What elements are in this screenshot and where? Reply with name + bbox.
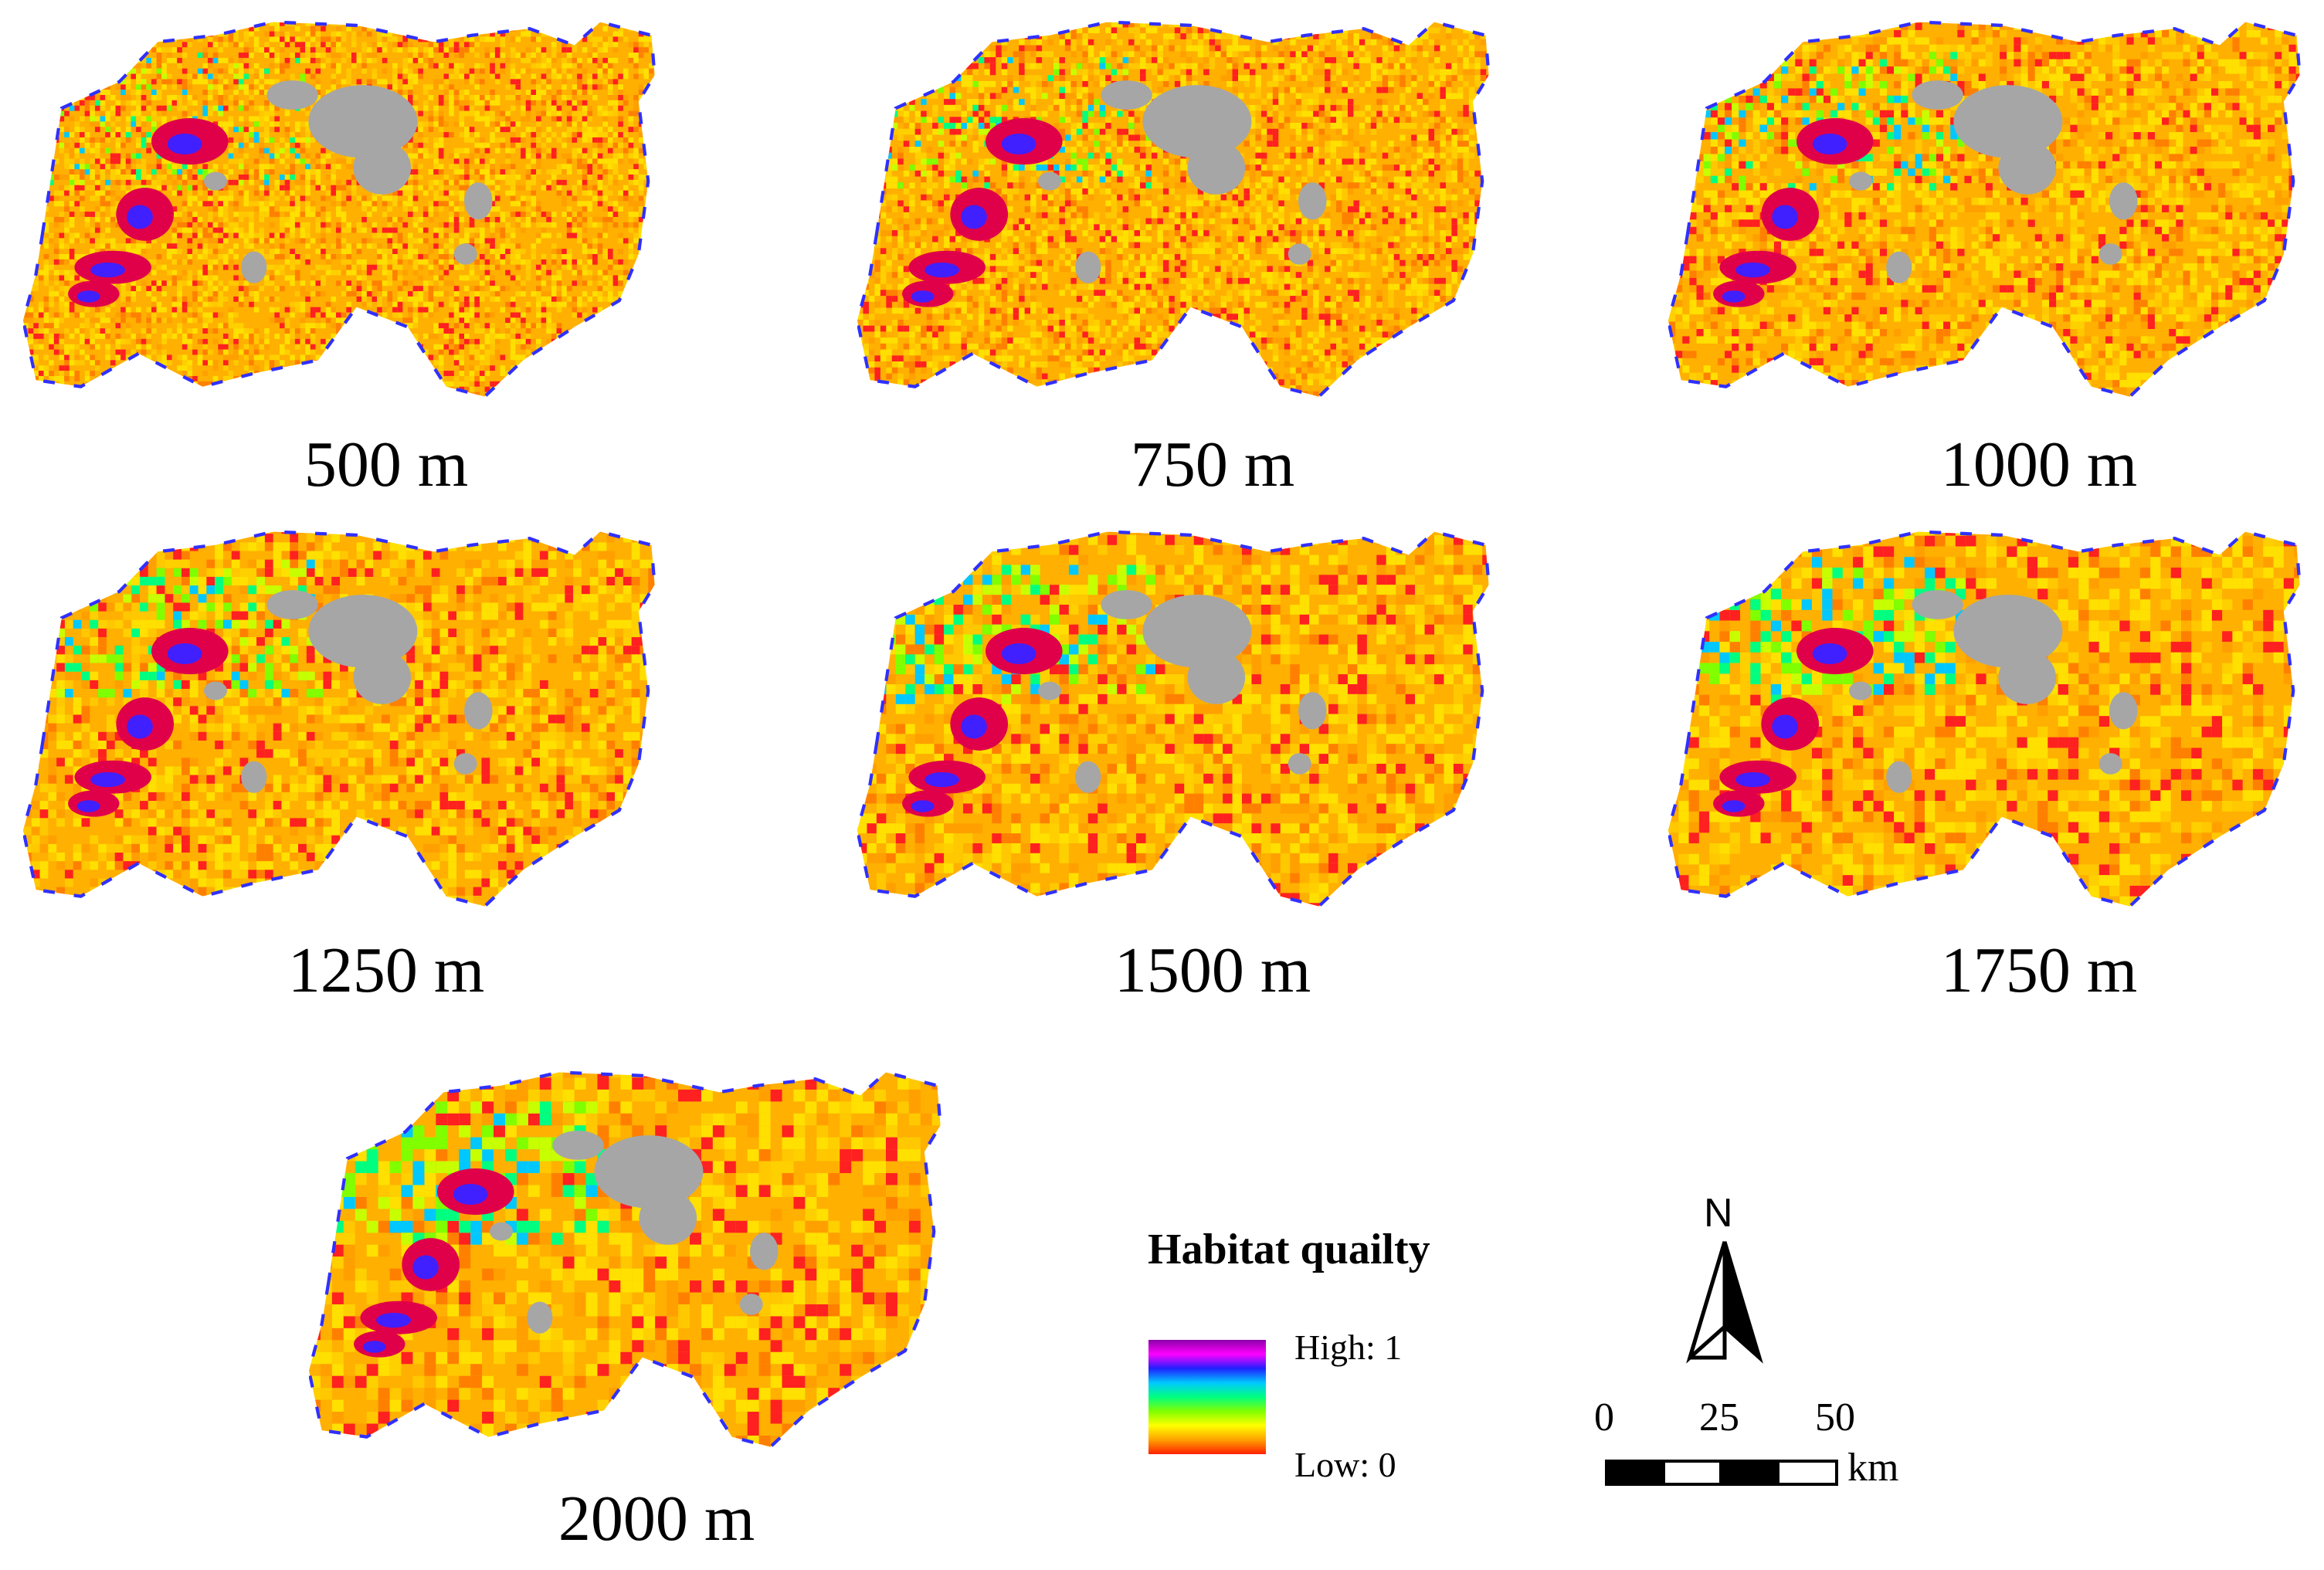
scale-tick-25: 25 [1699, 1395, 1739, 1439]
habitat-map-1000m [1668, 15, 2309, 413]
habitat-map-750m [857, 15, 1498, 413]
habitat-map-1250m [23, 525, 664, 923]
map-caption-2000m: 2000 m [558, 1483, 755, 1555]
scale-bar [1605, 1460, 1838, 1486]
map-caption-750m: 750 m [1130, 429, 1295, 500]
habitat-map-500m [23, 15, 664, 413]
map-caption-500m: 500 m [304, 429, 469, 500]
scale-unit: km [1847, 1446, 1899, 1490]
north-arrow-label: N [1704, 1191, 1733, 1236]
legend-title: Habitat quailty [1148, 1226, 1430, 1273]
map-caption-1750m: 1750 m [1940, 934, 2138, 1006]
habitat-map-2000m [309, 1066, 950, 1463]
map-caption-1250m: 1250 m [287, 934, 485, 1006]
north-arrow-icon [1682, 1195, 1767, 1365]
habitat-map-1500m [857, 525, 1498, 923]
map-caption-1000m: 1000 m [1940, 429, 2138, 500]
legend-high-label: High: 1 [1294, 1328, 1403, 1367]
scale-tick-50: 50 [1815, 1395, 1855, 1439]
scale-tick-0: 0 [1594, 1395, 1614, 1439]
habitat-map-1750m [1668, 525, 2309, 923]
legend-low-label: Low: 0 [1294, 1445, 1396, 1484]
legend-color-ramp [1148, 1340, 1266, 1454]
map-caption-1500m: 1500 m [1114, 934, 1311, 1006]
